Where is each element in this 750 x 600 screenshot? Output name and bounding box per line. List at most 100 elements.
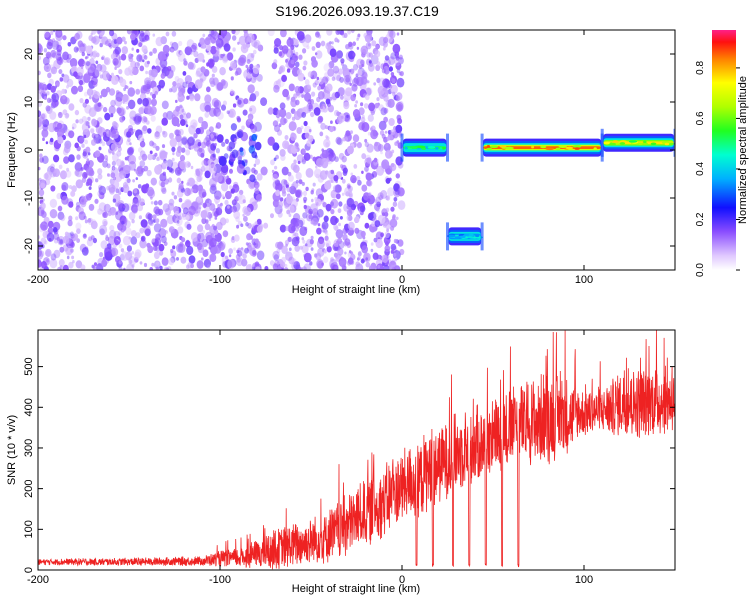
band-speckle: [531, 145, 535, 149]
noise-blob: [244, 159, 248, 164]
noise-blob: [373, 157, 378, 163]
noise-blob: [117, 236, 121, 240]
noise-blob: [45, 248, 52, 258]
noise-blob: [322, 202, 327, 208]
noise-blob: [360, 116, 366, 123]
noise-blob: [39, 250, 45, 257]
noise-blob: [122, 235, 131, 246]
noise-blob: [130, 230, 137, 238]
x-tick-label: 100: [575, 574, 593, 586]
noise-blob: [350, 172, 354, 176]
noise-blob: [291, 236, 300, 247]
noise-blob: [390, 52, 397, 60]
noise-blob: [339, 258, 346, 268]
noise-blob: [138, 107, 145, 115]
noise-blob: [195, 170, 201, 177]
noise-blob: [395, 216, 399, 220]
noise-blob: [147, 153, 153, 161]
noise-blob: [395, 124, 403, 134]
noise-blob: [38, 247, 42, 258]
noise-blob: [327, 68, 335, 77]
noise-blob: [136, 48, 140, 53]
noise-blob: [232, 35, 237, 41]
noise-blob: [339, 76, 344, 83]
noise-blob: [165, 31, 170, 37]
noise-blob: [89, 95, 92, 100]
noise-blob: [83, 73, 91, 83]
noise-blob: [79, 42, 87, 53]
noise-blob: [269, 260, 275, 266]
noise-blob: [125, 227, 132, 236]
noise-blob: [292, 164, 300, 173]
noise-blob: [75, 119, 79, 124]
noise-blob: [330, 169, 335, 175]
noise-blob: [73, 46, 79, 53]
noise-blob: [132, 198, 140, 208]
noise-blob: [298, 217, 305, 227]
noise-blob: [294, 55, 298, 59]
noise-blob: [166, 110, 174, 120]
noise-blob: [272, 171, 279, 179]
noise-blob: [277, 201, 284, 208]
noise-blob: [108, 88, 116, 96]
noise-blob: [154, 152, 158, 157]
noise-blob: [126, 30, 132, 35]
noise-blob: [166, 69, 174, 79]
noise-blob: [279, 197, 284, 202]
band-edge: [446, 222, 449, 251]
noise-blob: [58, 259, 65, 267]
noise-blob: [88, 35, 94, 41]
noise-blob: [375, 44, 380, 49]
noise-blob: [368, 60, 372, 64]
noise-blob: [109, 206, 117, 216]
noise-blob: [284, 135, 289, 140]
noise-blob: [176, 177, 182, 184]
noise-blob: [128, 161, 137, 171]
x-tick-label: -200: [27, 574, 49, 586]
noise-blob: [45, 51, 52, 59]
noise-blob: [360, 59, 365, 66]
noise-blob: [214, 232, 222, 242]
noise-blob: [301, 237, 305, 241]
noise-blob: [159, 150, 168, 161]
noise-blob: [372, 252, 379, 260]
noise-blob: [38, 91, 42, 100]
noise-blob: [226, 145, 231, 152]
band-speckle: [435, 147, 439, 150]
noise-blob: [133, 188, 138, 194]
noise-blob: [126, 245, 132, 252]
noise-blob: [390, 76, 394, 82]
noise-blob: [309, 98, 315, 105]
noise-blob: [280, 261, 286, 268]
noise-blob: [347, 30, 351, 35]
noise-blob: [61, 88, 66, 94]
noise-blob: [75, 222, 82, 230]
noise-blob: [354, 201, 358, 206]
noise-blob: [380, 151, 383, 155]
noise-blob: [389, 218, 398, 228]
noise-blob: [232, 103, 237, 108]
noise-blob: [65, 247, 73, 256]
noise-blob: [40, 209, 45, 215]
noise-blob: [176, 123, 180, 127]
noise-blob: [285, 195, 293, 204]
noise-blob: [215, 221, 223, 231]
noise-blob: [139, 160, 146, 168]
noise-blob: [238, 194, 246, 205]
noise-blob: [344, 114, 351, 123]
noise-blob: [339, 216, 343, 220]
noise-blob: [206, 86, 211, 93]
noise-blob: [301, 94, 305, 98]
noise-blob: [364, 138, 368, 143]
noise-blob: [281, 256, 287, 264]
noise-blob: [295, 99, 300, 106]
noise-blob: [147, 245, 154, 254]
noise-blob: [153, 200, 158, 206]
noise-blob: [106, 38, 112, 46]
noise-blob: [92, 265, 97, 270]
noise-blob: [321, 148, 325, 152]
noise-blob: [304, 125, 312, 136]
noise-blob: [345, 228, 350, 234]
noise-blob: [172, 152, 175, 156]
noise-blob: [178, 215, 182, 220]
